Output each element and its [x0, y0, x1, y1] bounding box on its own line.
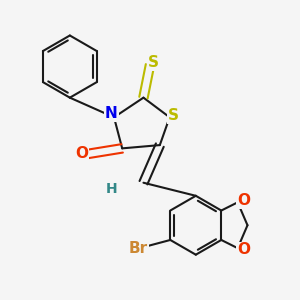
Text: O: O	[237, 242, 250, 257]
Text: S: S	[168, 108, 179, 123]
Text: O: O	[237, 193, 250, 208]
Text: Br: Br	[129, 241, 148, 256]
Text: N: N	[105, 106, 118, 121]
Text: H: H	[106, 182, 117, 196]
Text: S: S	[148, 55, 159, 70]
Text: O: O	[76, 146, 88, 161]
